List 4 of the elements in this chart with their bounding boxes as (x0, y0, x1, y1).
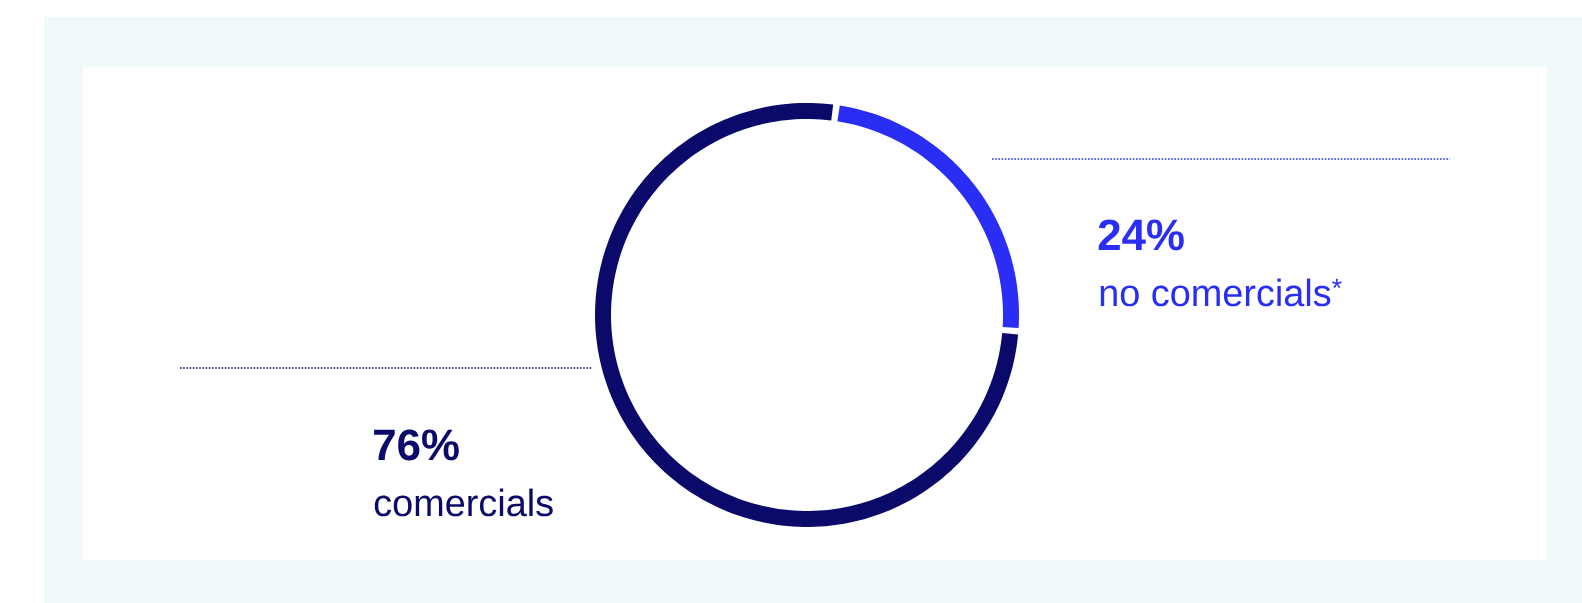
slice-label: no comercials$^{*}$ (1100, 278, 1342, 307)
slice-label: comercials (374, 488, 553, 517)
data-label: 76% (374, 429, 459, 461)
data-label: 24% (1098, 219, 1184, 251)
